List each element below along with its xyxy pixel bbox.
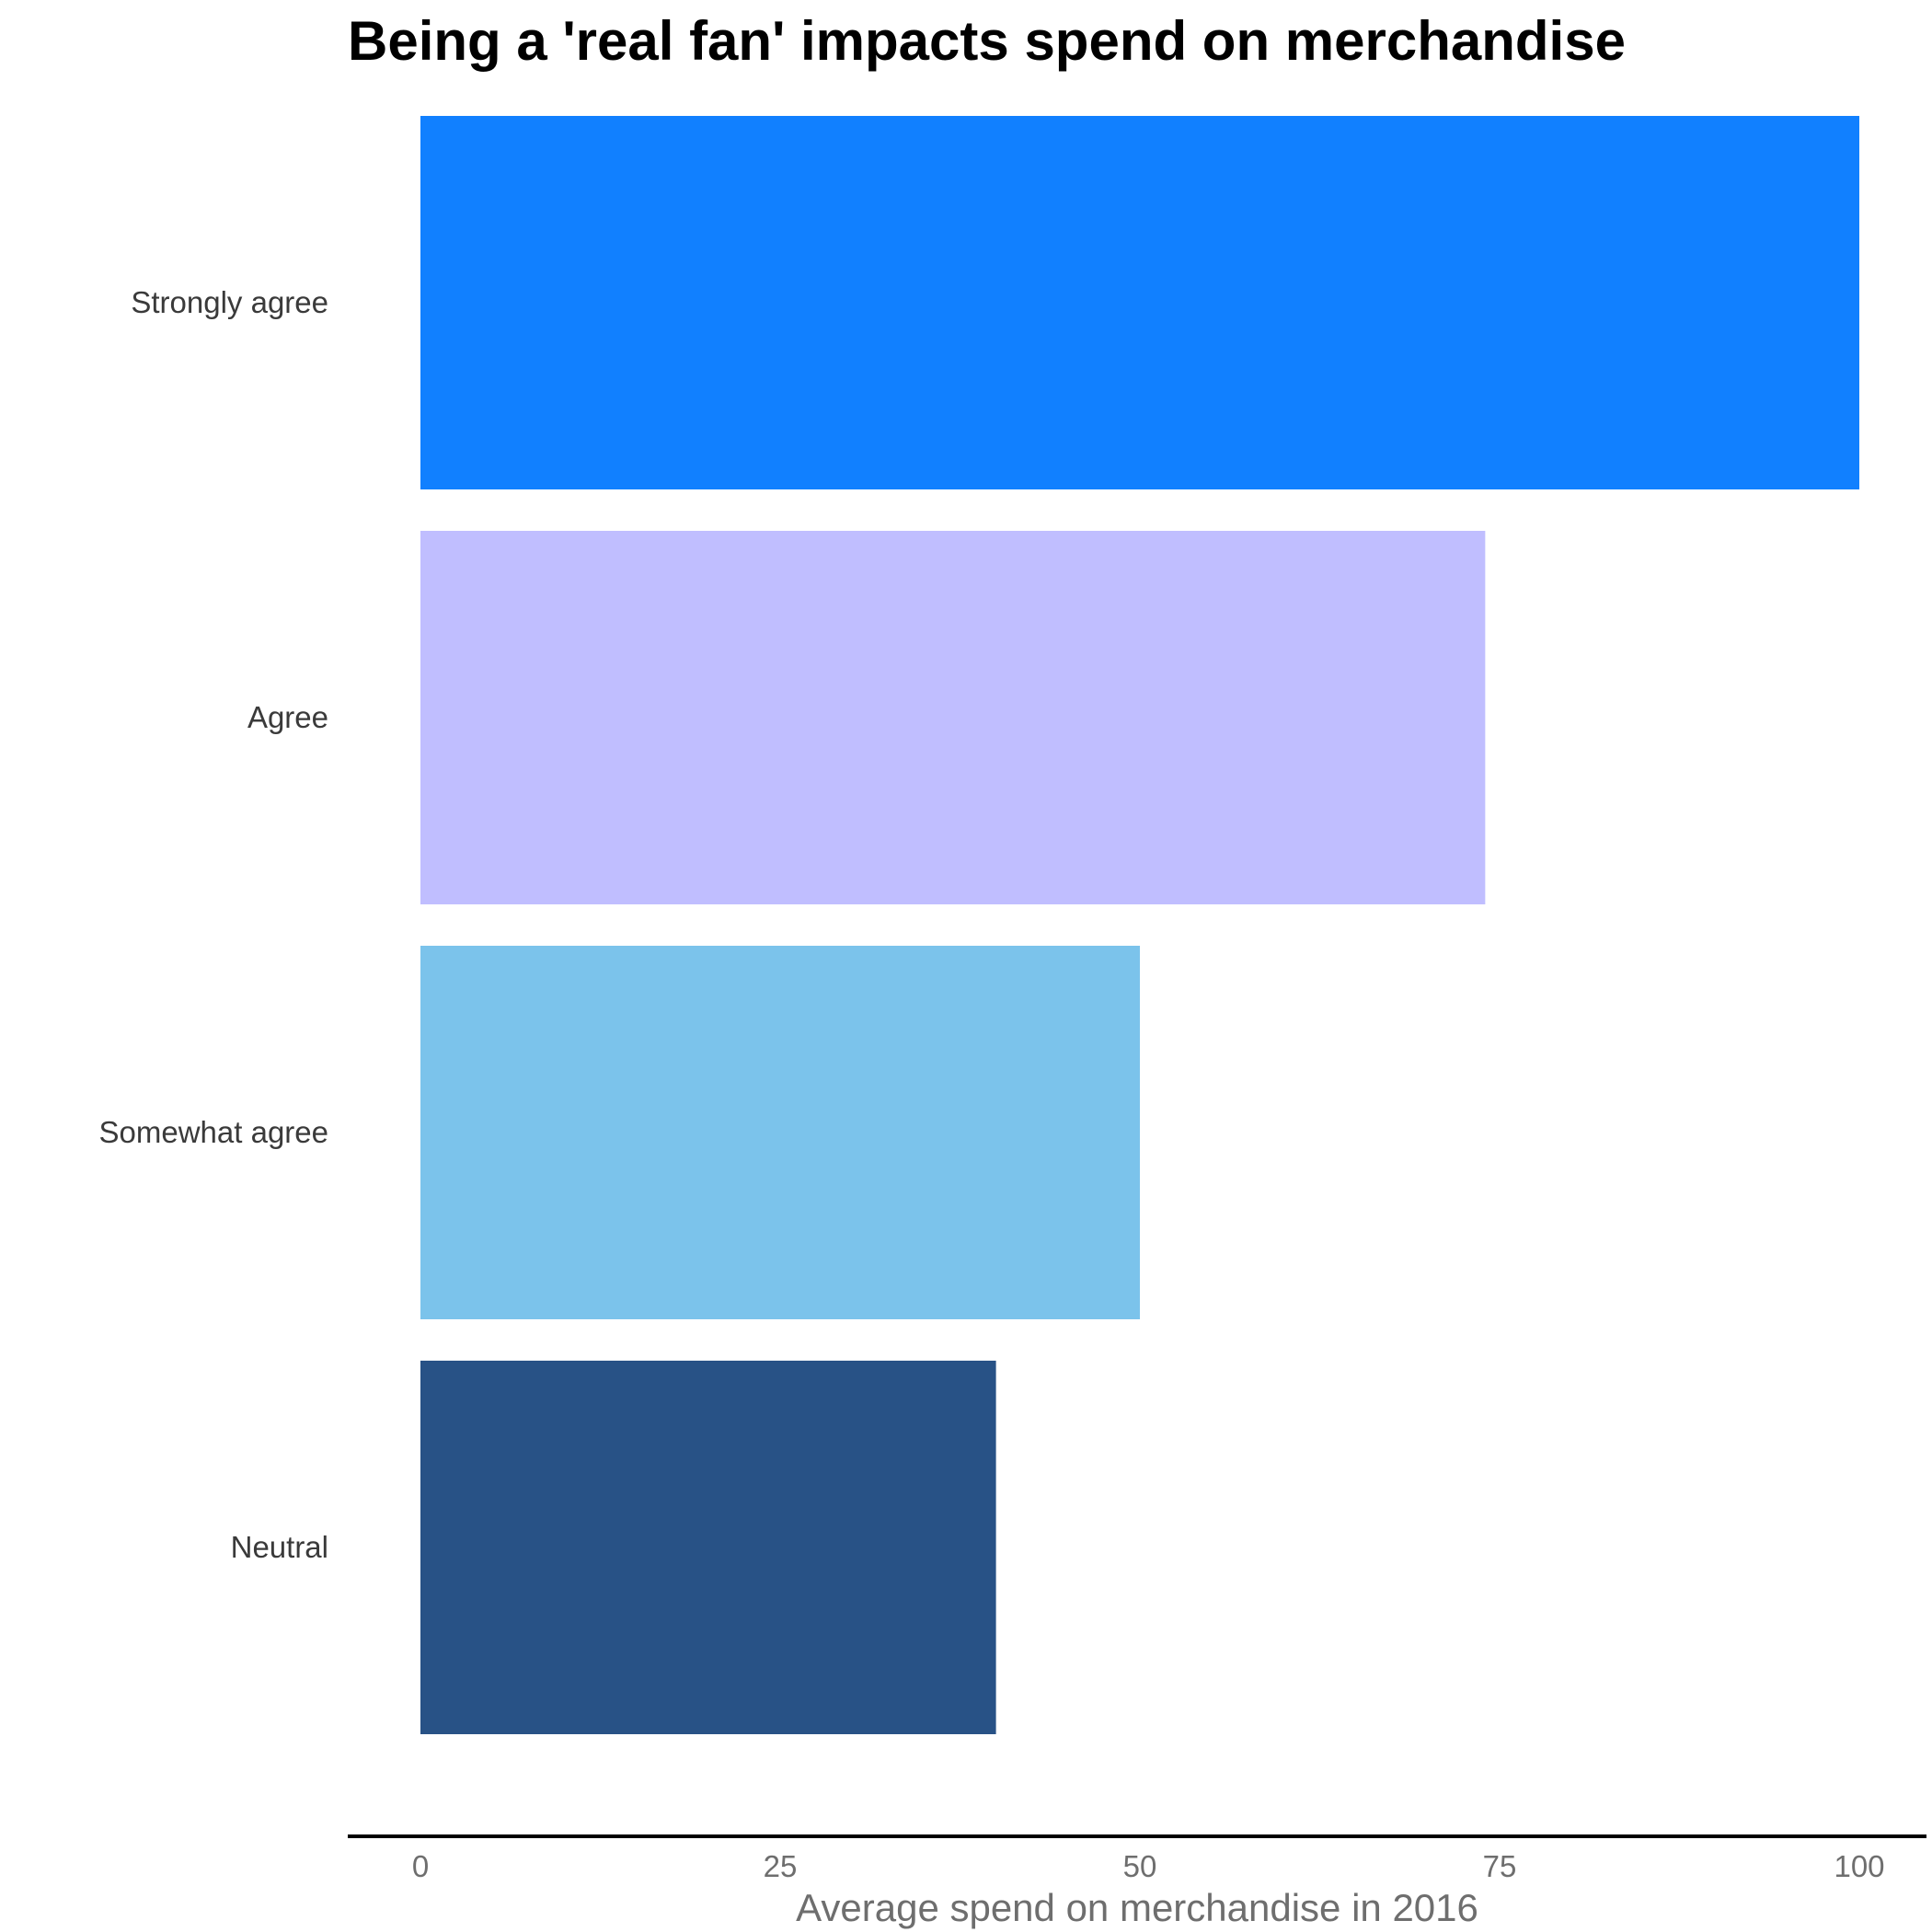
category-label-neutral: Neutral [231, 1530, 328, 1564]
x-tick-label: 100 [1834, 1849, 1884, 1883]
x-tick-label: 0 [412, 1849, 429, 1883]
bar-somewhat-agree [420, 946, 1140, 1319]
x-tick-label: 25 [764, 1849, 798, 1883]
bars [420, 116, 1859, 1734]
x-axis-title: Average spend on merchandise in 2016 [796, 1886, 1478, 1929]
x-tick-label: 50 [1123, 1849, 1157, 1883]
category-label-agree: Agree [247, 700, 328, 734]
category-label-strongly-agree: Strongly agree [131, 285, 328, 319]
category-label-somewhat-agree: Somewhat agree [99, 1115, 328, 1149]
bar-neutral [420, 1361, 996, 1734]
x-tick-label: 75 [1483, 1849, 1517, 1883]
bar-strongly-agree [420, 116, 1859, 489]
chart-title: Being a 'real fan' impacts spend on merc… [348, 10, 1626, 72]
x-tick-labels: 0 25 50 75 100 [412, 1849, 1885, 1883]
category-labels: Strongly agree Agree Somewhat agree Neutral [99, 285, 328, 1564]
bar-agree [420, 531, 1486, 904]
